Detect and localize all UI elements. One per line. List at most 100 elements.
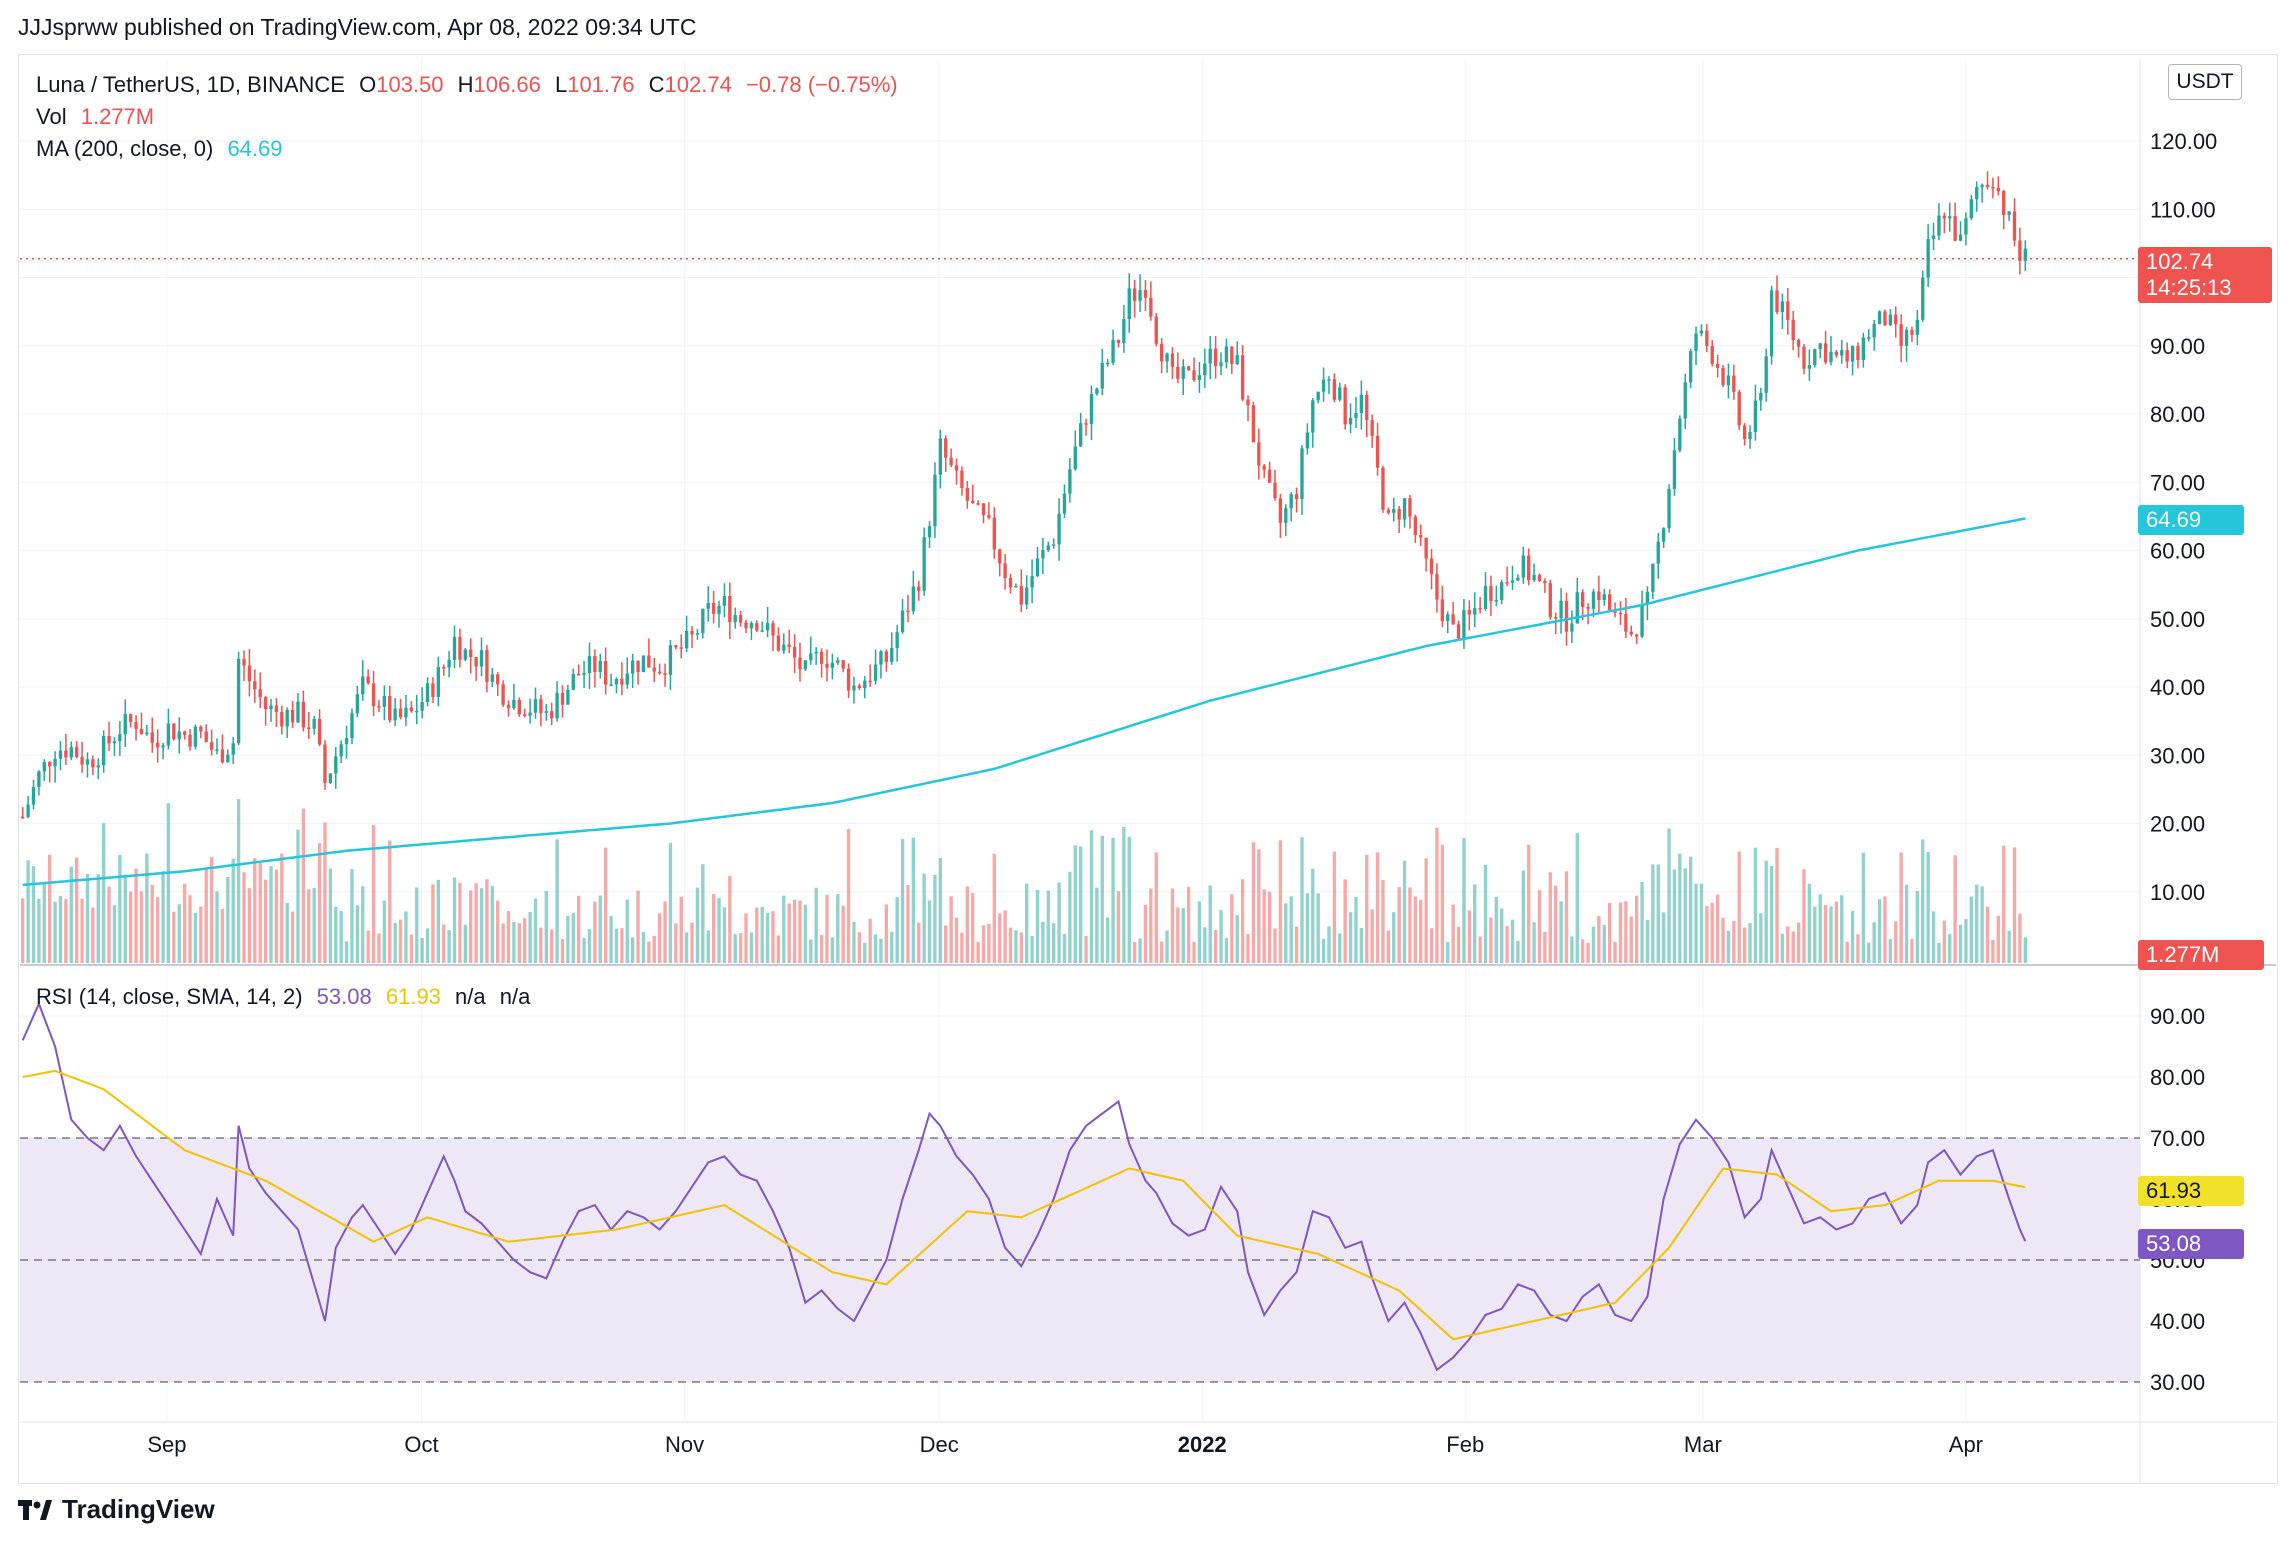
candle-body[interactable] [42,761,46,772]
candle-body[interactable] [1721,367,1725,386]
candle-body[interactable] [1003,563,1007,579]
candle-body[interactable] [1332,379,1337,400]
candle-body[interactable] [1273,482,1277,499]
candle-body[interactable] [1942,215,1947,219]
candle-body[interactable] [188,734,192,747]
candle-body[interactable] [436,667,441,697]
candle-body[interactable] [668,645,673,675]
candle-body[interactable] [911,586,916,612]
candle-body[interactable] [506,704,511,709]
candle-body[interactable] [749,623,754,629]
candle-body[interactable] [1111,339,1115,363]
candle-body[interactable] [598,661,602,672]
candle-body[interactable] [1456,624,1461,639]
candle-body[interactable] [1154,316,1158,344]
candle-body[interactable] [1510,580,1515,583]
candle-body[interactable] [296,701,300,723]
candle-body[interactable] [1726,375,1731,386]
candle-body[interactable] [1991,186,1995,189]
candle-body[interactable] [1894,314,1898,325]
candle-body[interactable] [630,660,635,674]
candle-body[interactable] [1748,431,1752,440]
candle-body[interactable] [1813,349,1817,366]
candle-body[interactable] [496,674,500,685]
candle-body[interactable] [1294,494,1299,500]
candle-body[interactable] [1473,608,1477,615]
candle-body[interactable] [641,655,646,672]
candle-body[interactable] [1753,400,1758,432]
candle-body[interactable] [1073,446,1077,470]
candle-body[interactable] [420,702,424,711]
candle-body[interactable] [836,660,840,663]
candle-body[interactable] [776,635,781,651]
candle-body[interactable] [1402,498,1407,520]
candle-body[interactable] [1240,355,1245,400]
candle-body[interactable] [1683,382,1687,419]
candle-body[interactable] [355,694,360,714]
candle-body[interactable] [765,623,770,631]
candle-body[interactable] [927,526,932,538]
candle-body[interactable] [1732,375,1736,392]
candle-body[interactable] [803,660,808,670]
candle-body[interactable] [1224,346,1229,363]
candle-body[interactable] [900,610,905,633]
candle-body[interactable] [863,680,867,689]
candle-body[interactable] [1661,528,1666,542]
candle-body[interactable] [1370,420,1374,436]
candle-body[interactable] [1554,617,1558,619]
candle-body[interactable] [409,707,414,712]
candle-body[interactable] [1052,544,1056,546]
candle-body[interactable] [166,723,171,746]
candle-body[interactable] [1915,319,1920,335]
candle-body[interactable] [1014,585,1018,588]
candle-body[interactable] [371,683,376,707]
candle-body[interactable] [1607,594,1612,610]
candle-body[interactable] [182,731,187,735]
candle-body[interactable] [1343,387,1347,425]
candle-body[interactable] [118,734,122,742]
candle-body[interactable] [577,674,581,676]
rsi-ma-line[interactable] [22,1069,2026,1341]
candle-body[interactable] [738,615,743,623]
candle-body[interactable] [684,630,689,649]
candle-body[interactable] [917,586,921,591]
candle-body[interactable] [971,500,975,504]
ma-200-line[interactable] [22,517,2026,887]
candle-body[interactable] [1786,301,1790,320]
candle-body[interactable] [69,747,73,758]
candle-body[interactable] [1046,545,1050,551]
candle-body[interactable] [1019,585,1023,605]
candle-body[interactable] [285,709,289,727]
candle-body[interactable] [2007,211,2011,216]
candle-body[interactable] [1159,343,1164,362]
candle-body[interactable] [679,647,683,649]
candle-body[interactable] [1408,498,1412,517]
candle-body[interactable] [53,758,57,767]
candle-body[interactable] [587,656,592,674]
candle-body[interactable] [1537,574,1542,582]
candle-body[interactable] [199,726,203,732]
candle-body[interactable] [879,651,883,665]
candle-body[interactable] [1969,199,1973,219]
candle-body[interactable] [1035,558,1040,577]
candle-body[interactable] [593,656,597,672]
candle-body[interactable] [1618,612,1623,615]
candle-body[interactable] [344,738,349,745]
candle-body[interactable] [226,754,230,763]
candle-body[interactable] [1742,425,1747,440]
candle-body[interactable] [1516,577,1520,581]
candle-body[interactable] [1116,339,1121,344]
candle-body[interactable] [609,684,613,686]
candle-body[interactable] [657,671,662,674]
candle-body[interactable] [458,636,462,660]
candle-body[interactable] [474,656,478,667]
candle-body[interactable] [123,714,127,735]
candle-body[interactable] [485,650,489,682]
candle-body[interactable] [1759,392,1763,401]
candle-body[interactable] [280,711,284,727]
candle-body[interactable] [334,756,338,774]
candle-body[interactable] [1219,362,1223,367]
candle-body[interactable] [382,696,387,707]
price-unit-selector[interactable]: USDT [2168,64,2242,100]
volume-label[interactable]: Vol [36,104,67,129]
